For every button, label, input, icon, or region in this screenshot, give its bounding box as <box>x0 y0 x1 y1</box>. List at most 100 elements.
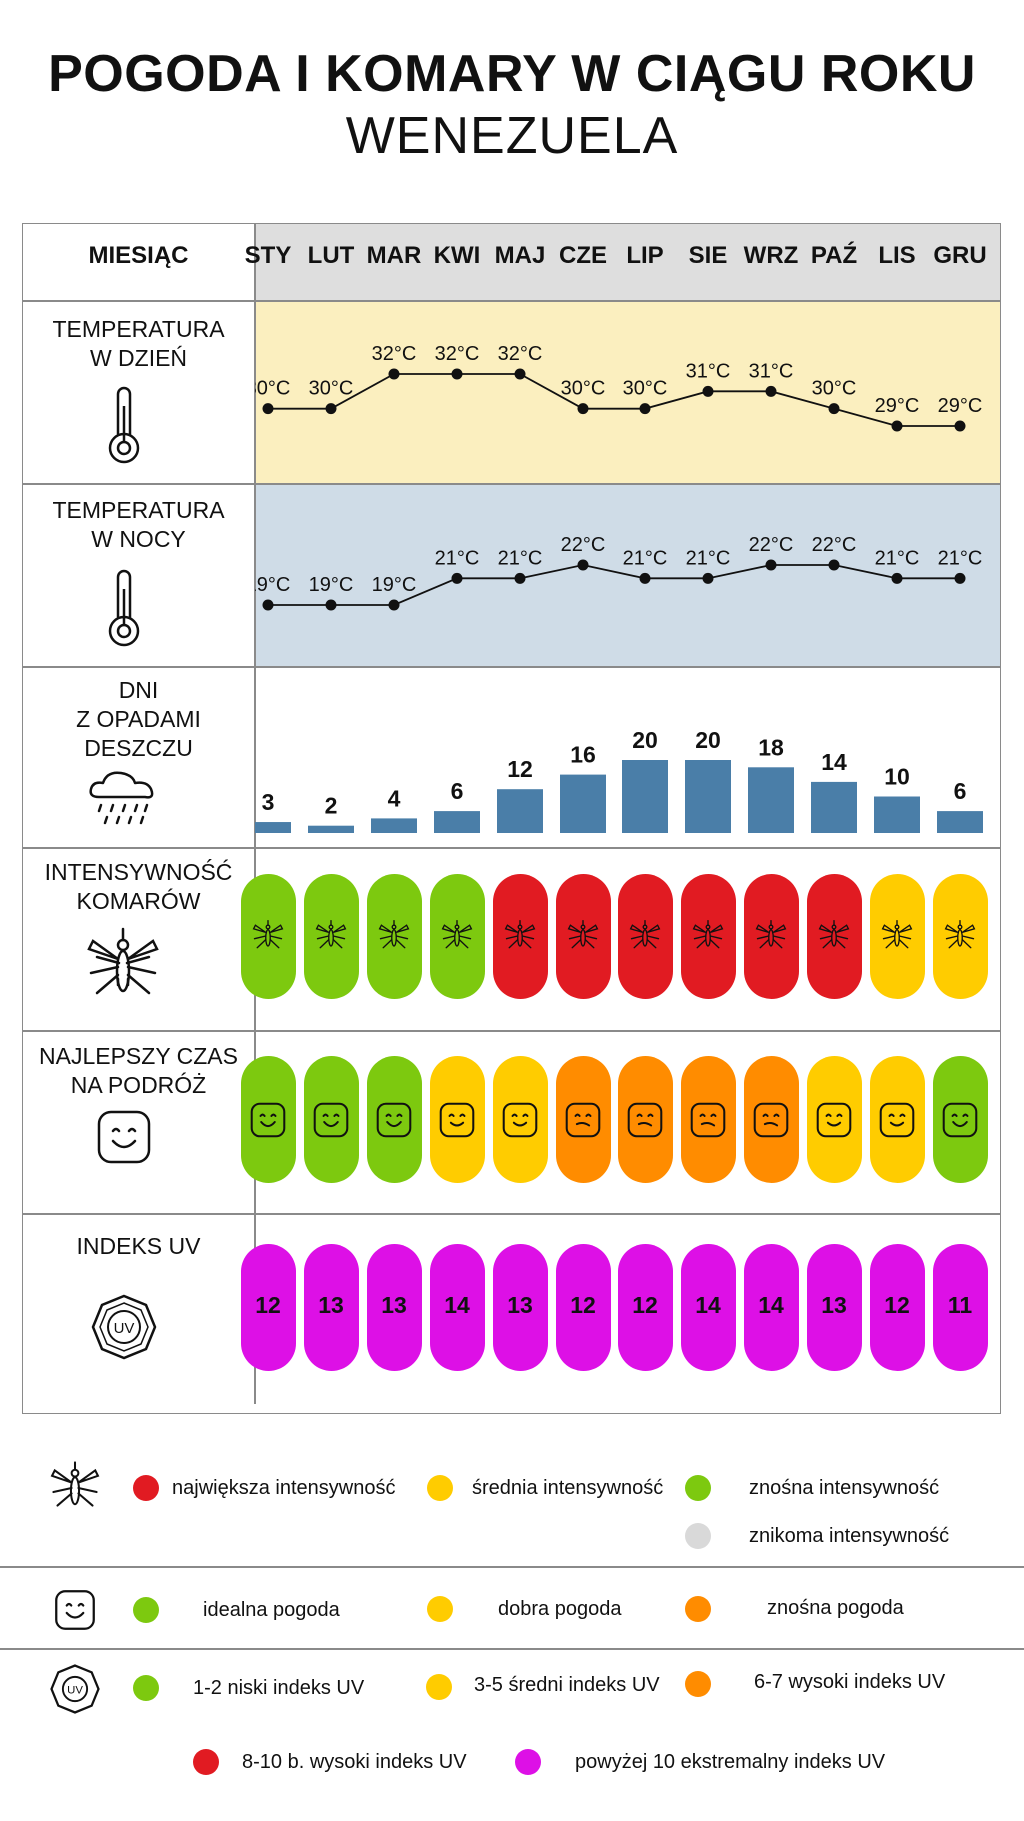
mosquito-level-pill <box>303 874 359 999</box>
face-icon <box>493 1101 548 1139</box>
face-icon <box>430 1101 485 1139</box>
legend-dot-magenta <box>515 1749 541 1775</box>
legend-mosquito-high: największa intensywność <box>172 1477 396 1499</box>
rain-value-label: 3 <box>262 789 275 815</box>
night-temp-value-label: 21°C <box>498 547 543 569</box>
night-temp-point <box>639 572 651 584</box>
legend-dot-orange <box>685 1596 711 1622</box>
day-temp-value-label: 31°C <box>686 360 731 382</box>
day-temp-point <box>577 403 589 415</box>
mosquito-level-pill <box>617 874 673 999</box>
night-temp-value-label: 19°C <box>309 574 354 596</box>
mosquito-level-pill <box>492 874 548 999</box>
day-temp-value-label: 32°C <box>372 343 417 365</box>
mosquito-icon <box>50 1461 100 1507</box>
rain-cloud-icon <box>89 771 154 825</box>
uv-index-pill: 14 <box>743 1244 799 1371</box>
face-icon <box>744 1101 799 1139</box>
uv-index-pill: 14 <box>429 1244 485 1371</box>
day-temp-point <box>451 368 463 380</box>
legend-weather-tolerable: znośna pogoda <box>767 1597 904 1619</box>
thermometer-icon <box>108 386 140 464</box>
mosquito-level-pill <box>806 874 862 999</box>
night-temp-band <box>255 485 1000 666</box>
legend-mosquito-negligible: znikoma intensywność <box>749 1525 950 1547</box>
rain-value-label: 4 <box>388 785 401 811</box>
night-temp-point <box>702 572 714 584</box>
travel-label: NAJLEPSZY CZAS NA PODRÓŻ <box>23 1042 254 1100</box>
uv-icon-text: UV <box>114 1320 135 1337</box>
day-temp-point <box>639 403 651 415</box>
uv-index-pill: 13 <box>492 1244 548 1371</box>
rain-bar <box>622 760 668 833</box>
travel-level-pill <box>429 1056 485 1183</box>
uv-index-value: 12 <box>632 1292 658 1318</box>
month-header: LIS <box>878 242 916 269</box>
uv-label: INDEKS UV <box>23 1232 254 1261</box>
legend-mosquito-tolerable: znośna intensywność <box>749 1477 940 1499</box>
rain-bar <box>811 781 857 833</box>
uv-index-pill: 13 <box>303 1244 359 1371</box>
night-temp-point <box>765 559 777 571</box>
travel-level-pill <box>743 1056 799 1183</box>
rain-label-line3: DESZCZU <box>84 735 193 761</box>
mosquito-icon <box>744 918 799 954</box>
day-temp-point <box>954 420 966 432</box>
rain-value-label: 20 <box>695 727 721 753</box>
night-temp-label-line1: TEMPERATURA <box>52 497 225 523</box>
smiley-icon <box>97 1110 151 1164</box>
legend-uv-extreme: powyżej 10 ekstremalny indeks UV <box>575 1751 886 1773</box>
face-icon <box>304 1101 359 1139</box>
rain-days-chart: 3 2 4 6 12 16 20 20 18 14 10 6 <box>255 727 983 833</box>
travel-level-pill <box>617 1056 673 1183</box>
rain-value-label: 6 <box>954 778 967 804</box>
travel-level-pill <box>366 1056 422 1183</box>
night-temp-point <box>325 599 337 611</box>
day-temp-point <box>388 368 400 380</box>
row-divider <box>23 847 1000 849</box>
uv-sun-icon: UV <box>50 1664 100 1714</box>
day-temp-point <box>514 368 526 380</box>
night-temp-point <box>262 599 274 611</box>
travel-level-pill <box>492 1056 548 1183</box>
day-temp-label-line2: W DZIEŃ <box>89 345 188 371</box>
face-icon <box>556 1101 611 1139</box>
mosquito-level-pill <box>680 874 736 999</box>
mosquito-icon <box>241 918 296 954</box>
rain-bar <box>937 811 983 833</box>
uv-index-pill: 13 <box>806 1244 862 1371</box>
smiley-icon <box>55 1590 95 1630</box>
mosquito-icon <box>556 918 611 954</box>
legend-dot-red <box>133 1475 159 1501</box>
day-temp-band <box>255 302 1000 483</box>
legend-dot-yellow <box>427 1475 453 1501</box>
mosquito-icon <box>87 927 159 995</box>
mosquito-icon <box>367 918 422 954</box>
mosquito-intensity-row <box>23 224 1000 1413</box>
mosquito-icon <box>807 918 862 954</box>
night-temp-point <box>828 559 840 571</box>
uv-index-value: 12 <box>570 1292 596 1318</box>
night-temp-value-label: 22°C <box>561 534 606 556</box>
legend-dot-yellow <box>427 1596 453 1622</box>
rain-bar <box>308 825 354 833</box>
travel-time-row <box>23 224 1000 1413</box>
rain-bar <box>748 767 794 833</box>
travel-level-pill <box>932 1056 988 1183</box>
day-temp-point <box>325 403 337 415</box>
mosquito-icon <box>933 918 988 954</box>
month-header: MAR <box>366 242 422 269</box>
night-temp-label: TEMPERATURA W NOCY <box>23 496 254 554</box>
day-temp-value-label: 30°C <box>255 378 290 400</box>
night-temp-point <box>891 572 903 584</box>
rain-value-label: 14 <box>821 749 847 775</box>
night-temp-point <box>577 559 589 571</box>
face-icon <box>241 1101 296 1139</box>
page-title: POGODA I KOMARY W CIĄGU ROKU <box>48 45 976 103</box>
uv-index-pill: 11 <box>932 1244 988 1371</box>
uv-index-pill: 12 <box>240 1244 296 1371</box>
rain-bar <box>685 760 731 833</box>
legend-uv-high: 6-7 wysoki indeks UV <box>754 1671 946 1693</box>
day-temp-point <box>765 385 777 397</box>
row-divider <box>23 483 1000 485</box>
